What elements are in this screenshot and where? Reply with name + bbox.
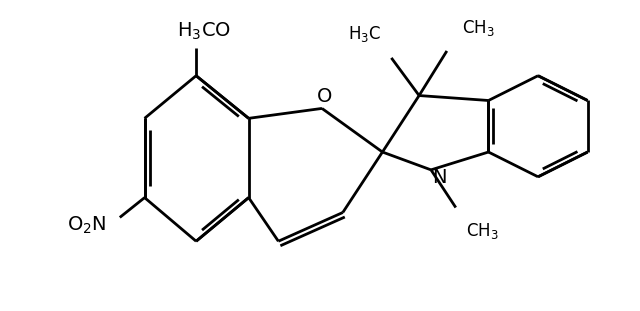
Text: O$_2$N: O$_2$N [67,215,107,236]
Text: N: N [431,168,446,187]
Text: CH$_3$: CH$_3$ [462,18,495,38]
Text: H$_3$C: H$_3$C [348,24,381,44]
Text: H$_3$CO: H$_3$CO [177,21,231,42]
Text: CH$_3$: CH$_3$ [466,221,499,241]
Text: O: O [317,87,333,106]
